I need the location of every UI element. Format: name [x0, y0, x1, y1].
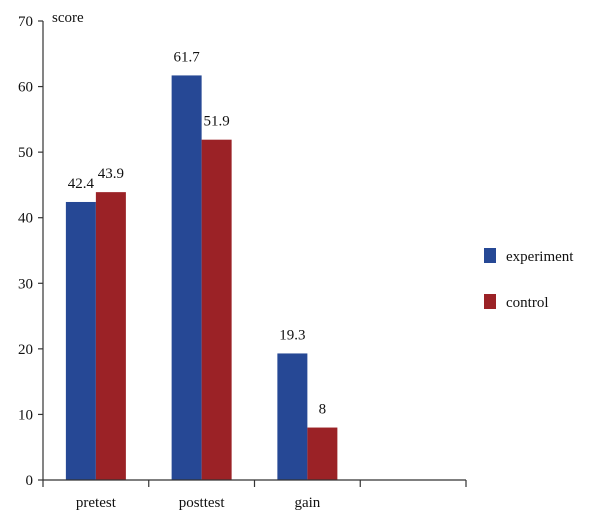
- y-tick-label: 70: [18, 14, 33, 30]
- value-labels: 42.4 61.7 19.3 43.9 51.9 8: [68, 49, 326, 417]
- bar-experiment: [65, 201, 96, 480]
- value-label-control: 8: [319, 402, 327, 418]
- bars: [65, 75, 338, 481]
- y-tick-label: 10: [18, 407, 33, 423]
- legend-label-control: control: [506, 295, 549, 311]
- x-category-label: pretest: [76, 495, 117, 511]
- bar-experiment: [171, 75, 202, 480]
- y-tick-label: 50: [18, 145, 33, 161]
- bar-experiment: [277, 353, 308, 480]
- value-label-control: 51.9: [204, 114, 230, 130]
- x-category-label: posttest: [179, 495, 226, 511]
- y-axis: 0 10 20 30 40 50 60 70: [18, 14, 44, 489]
- x-axis: pretest posttest gain: [42, 479, 467, 511]
- bar-control: [201, 139, 232, 481]
- y-tick-label: 0: [26, 473, 34, 489]
- bar-control: [95, 192, 126, 481]
- value-label-control: 43.9: [98, 166, 124, 182]
- legend-swatch-control: [484, 294, 496, 309]
- y-tick-label: 40: [18, 211, 33, 227]
- x-category-label: gain: [294, 495, 320, 511]
- y-axis-label: score: [52, 10, 84, 26]
- legend-label-experiment: experiment: [506, 249, 574, 265]
- bar-control: [307, 427, 338, 480]
- value-label-experiment: 19.3: [279, 327, 305, 343]
- value-label-experiment: 61.7: [174, 49, 201, 65]
- value-label-experiment: 42.4: [68, 176, 95, 192]
- legend-swatch-experiment: [484, 248, 496, 263]
- legend: experiment control: [484, 248, 574, 311]
- y-tick-label: 60: [18, 80, 33, 96]
- y-tick-label: 30: [18, 276, 33, 292]
- y-tick-label: 20: [18, 342, 33, 358]
